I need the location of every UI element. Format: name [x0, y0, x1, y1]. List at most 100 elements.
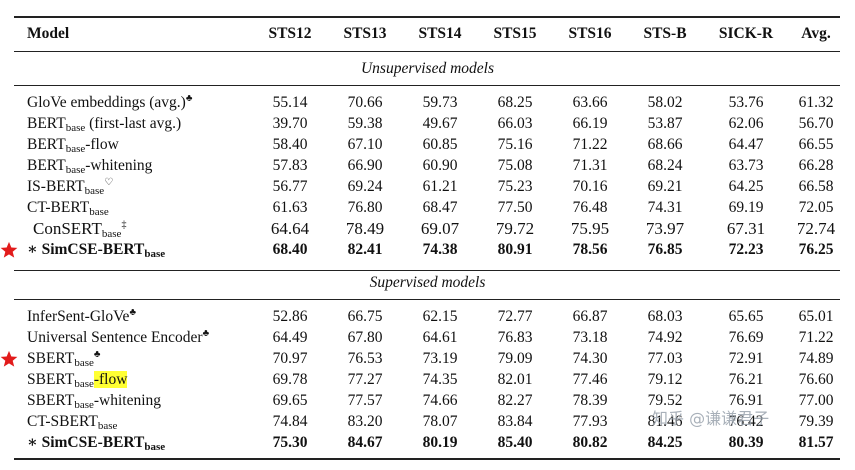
model-suffix: -flow — [93, 371, 128, 388]
header-row: Model STS12 STS13 STS14 STS15 STS16 STS-… — [0, 23, 855, 45]
score-cell: 76.21 — [728, 371, 764, 388]
score-cell: 83.20 — [347, 413, 383, 430]
header-sts15: STS15 — [493, 25, 537, 42]
model-name: ∗ SimCSE-BERTbase — [27, 239, 165, 261]
score-cell: 76.42 — [728, 413, 764, 430]
header-sickr: SICK-R — [718, 25, 774, 42]
model-suffix: -whitening — [85, 157, 153, 174]
score-cell: 57.83 — [272, 157, 308, 174]
score-cell: 81.46 — [647, 413, 683, 430]
score-cell: 60.85 — [422, 136, 458, 153]
score-cell: 66.87 — [572, 308, 608, 325]
score-cell: 60.90 — [422, 157, 458, 174]
score-cell: 61.21 — [422, 178, 458, 195]
score-cell: 68.25 — [497, 94, 533, 111]
score-cell: 72.77 — [497, 308, 533, 325]
score-cell: 56.77 — [272, 178, 308, 195]
section-rule-supervised — [14, 299, 840, 300]
score-cell: 67.80 — [347, 329, 383, 346]
score-cell: 66.90 — [347, 157, 383, 174]
model-base-name: ∗ SimCSE-BERT — [27, 241, 145, 258]
score-cell: 58.40 — [272, 136, 308, 153]
score-cell: 75.08 — [497, 157, 533, 174]
table-row: GloVe embeddings (avg.)♣ 55.14 70.66 59.73 6… — [0, 92, 855, 114]
score-cell: 76.80 — [347, 199, 383, 216]
score-cell: 77.03 — [647, 350, 683, 367]
score-cell: 69.19 — [728, 199, 764, 216]
score-cell: 55.14 — [272, 94, 308, 111]
mid-rule — [14, 270, 840, 271]
score-cell: 74.66 — [422, 392, 458, 409]
score-cell: 82.01 — [497, 371, 533, 388]
model-suffix: (first-last avg.) — [85, 115, 182, 132]
header-sts13: STS13 — [343, 25, 387, 42]
table-row: SBERTbase-whitening 69.65 77.57 74.66 82.27 7… — [0, 390, 855, 412]
score-cell: 76.83 — [497, 329, 533, 346]
score-cell: 73.97 — [645, 219, 685, 238]
model-name: BERTbase-flow — [27, 134, 119, 156]
score-cell: 77.27 — [347, 371, 383, 388]
model-base-name: SBERT — [27, 350, 75, 367]
model-name: InferSent-GloVe♣ — [27, 306, 136, 328]
table-row: CT-SBERTbase 74.84 83.20 78.07 83.84 77.93 81.… — [0, 411, 855, 433]
model-subscript: base — [97, 420, 118, 432]
score-cell: 76.69 — [728, 329, 764, 346]
score-cell: 73.18 — [572, 329, 608, 346]
score-cell: 61.32 — [798, 94, 834, 111]
model-footnote-mark: ♣ — [185, 92, 193, 104]
model-base-name: CT-BERT — [27, 199, 90, 216]
score-cell: 66.55 — [798, 136, 834, 153]
header-rule — [14, 51, 840, 52]
score-cell: 67.10 — [347, 136, 383, 153]
section-rule-unsupervised — [14, 85, 840, 86]
score-cell: 66.58 — [798, 178, 834, 195]
score-cell: 74.89 — [798, 350, 834, 367]
score-cell: 80.91 — [497, 241, 533, 258]
score-cell: 79.52 — [647, 392, 683, 409]
score-cell: 79.72 — [495, 219, 535, 238]
score-cell: 74.84 — [272, 413, 308, 430]
header-stsb: STS-B — [643, 25, 687, 42]
model-base-name: SBERT — [27, 371, 75, 388]
score-cell: 68.47 — [422, 199, 458, 216]
red-star-icon — [0, 350, 18, 367]
bottom-rule — [14, 458, 840, 460]
model-base-name: IS-BERT — [27, 178, 85, 195]
score-cell: 70.97 — [272, 350, 308, 367]
score-cell: 77.00 — [798, 392, 834, 409]
score-cell: 58.02 — [647, 94, 683, 111]
model-base-name: SBERT — [27, 392, 75, 409]
model-base-name: InferSent-GloVe — [27, 308, 130, 325]
model-name: SBERTbase-flow — [27, 369, 128, 391]
table-row: SBERTbase-flow 69.78 77.27 74.35 82.01 77.46 7… — [0, 369, 855, 391]
score-cell: 79.39 — [798, 413, 834, 430]
model-base-name: BERT — [27, 115, 66, 132]
score-cell: 52.86 — [272, 308, 308, 325]
score-cell: 80.39 — [728, 434, 764, 451]
score-cell: 69.78 — [272, 371, 308, 388]
score-cell: 72.23 — [728, 241, 764, 258]
model-footnote-mark: ♡ — [104, 176, 114, 188]
score-cell: 64.25 — [728, 178, 764, 195]
score-cell: 84.25 — [647, 434, 683, 451]
score-cell: 79.12 — [647, 371, 683, 388]
score-cell: 53.76 — [728, 94, 764, 111]
section-title-supervised: Supervised models — [369, 274, 486, 291]
model-subscript: base — [65, 143, 86, 155]
score-cell: 64.49 — [272, 329, 308, 346]
score-cell: 75.30 — [272, 434, 308, 451]
table-row: BERTbase-whitening 57.83 66.90 60.90 75.08 71… — [0, 155, 855, 177]
table-row: ∗ SimCSE-BERTbase 75.30 84.67 80.19 85.40 80.… — [0, 432, 855, 454]
model-subscript: base — [144, 248, 166, 260]
score-cell: 49.67 — [422, 115, 458, 132]
score-cell: 76.91 — [728, 392, 764, 409]
score-cell: 75.95 — [570, 219, 610, 238]
score-cell: 72.91 — [728, 350, 764, 367]
score-cell: 68.24 — [647, 157, 683, 174]
model-name: IS-BERTbase♡ — [27, 176, 113, 198]
table-row: InferSent-GloVe♣ 52.86 66.75 62.15 72.77 66.8… — [0, 306, 855, 328]
score-cell: 66.28 — [798, 157, 834, 174]
section-title-unsupervised: Unsupervised models — [360, 60, 495, 77]
score-cell: 77.46 — [572, 371, 608, 388]
model-name: GloVe embeddings (avg.)♣ — [27, 92, 192, 114]
